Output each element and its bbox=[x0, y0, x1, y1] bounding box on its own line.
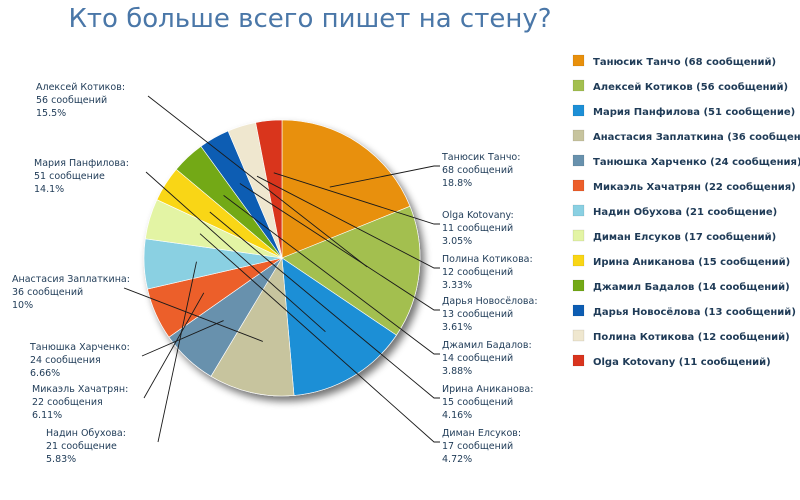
leader-lines bbox=[123, 95, 440, 443]
legend-entry: Анастасия Заплаткина (36 сообщений) bbox=[593, 131, 800, 143]
slice-label-percent: 3.05% bbox=[442, 236, 472, 247]
pie-slice bbox=[255, 119, 283, 259]
legend-entry: Джамил Бадалов (14 сообщений) bbox=[593, 281, 790, 293]
slice-label-count: 14 сообщений bbox=[442, 353, 513, 364]
legend-swatch bbox=[572, 129, 585, 142]
legend-entry: Танюшка Харченко (24 сообщения) bbox=[593, 156, 800, 168]
slice-label-percent: 6.11% bbox=[32, 410, 62, 421]
leader-line bbox=[141, 320, 224, 357]
legend-entry: Мария Панфилова (51 сообщение) bbox=[593, 106, 795, 118]
slice-label-name: Микаэль Хачатрян: bbox=[32, 384, 128, 395]
leader-line bbox=[199, 233, 440, 443]
slice-label-percent: 4.72% bbox=[442, 454, 472, 465]
slice-label-name: Мария Панфилова: bbox=[34, 158, 129, 169]
slice-label-percent: 4.16% bbox=[442, 410, 472, 421]
pie-slice bbox=[281, 205, 421, 336]
slice-label-name: Танюшка Харченко: bbox=[29, 342, 130, 353]
slice-label-count: 17 сообщений bbox=[442, 441, 513, 452]
leader-line bbox=[256, 175, 440, 269]
legend-swatch bbox=[572, 229, 585, 242]
leader-line bbox=[145, 171, 326, 333]
pie-slice bbox=[281, 257, 397, 396]
slice-label-count: 15 сообщений bbox=[442, 397, 513, 408]
slice-label-percent: 14.1% bbox=[34, 184, 64, 195]
legend-entry: Надин Обухова (21 сообщение) bbox=[593, 206, 777, 218]
legend-entry: Полина Котикова (12 сообщений) bbox=[593, 331, 790, 343]
slice-label-percent: 6.66% bbox=[30, 368, 60, 379]
leader-line bbox=[143, 292, 205, 399]
legend-swatch bbox=[572, 104, 585, 117]
legend-swatch bbox=[572, 179, 585, 192]
slice-label-percent: 10% bbox=[12, 300, 33, 311]
slice-label-percent: 5.83% bbox=[46, 454, 76, 465]
slice-label-count: 51 сообщение bbox=[34, 171, 105, 182]
leader-line bbox=[329, 165, 440, 188]
slice-label-name: Анастасия Заплаткина: bbox=[12, 274, 130, 285]
leader-line bbox=[273, 172, 440, 225]
slice-label-name: Надин Обухова: bbox=[46, 428, 126, 439]
slice-label-count: 11 сообщений bbox=[442, 223, 513, 234]
leader-line bbox=[123, 287, 263, 342]
pie-slice bbox=[210, 257, 295, 397]
leader-line bbox=[223, 195, 440, 355]
leader-line bbox=[157, 261, 197, 443]
pie-slice bbox=[281, 119, 411, 259]
legend-entry: Дарья Новосёлова (13 сообщений) bbox=[593, 306, 796, 318]
legend-swatch bbox=[572, 329, 585, 342]
leader-line bbox=[239, 183, 440, 311]
legend-entry: Ирина Аниканова (15 сообщений) bbox=[593, 256, 790, 268]
pie-slices bbox=[143, 119, 421, 397]
leader-line bbox=[147, 95, 368, 268]
legend: Танюсик Танчо (68 сообщений) Алексей Коти… bbox=[572, 54, 800, 368]
slice-label-count: 21 сообщение bbox=[46, 441, 117, 452]
legend-swatch bbox=[572, 79, 585, 92]
legend-entry: Танюсик Танчо (68 сообщений) bbox=[593, 56, 776, 68]
chart-title: Кто больше всего пишет на стену? bbox=[68, 4, 552, 34]
slice-label-count: 22 сообщения bbox=[32, 397, 103, 408]
slice-label-name: Танюсик Танчо: bbox=[441, 152, 520, 163]
legend-swatch bbox=[572, 204, 585, 217]
slice-label-count: 13 сообщений bbox=[442, 309, 513, 320]
slice-label-name: Дарья Новосёлова: bbox=[442, 296, 538, 307]
slice-label-name: Джамил Бадалов: bbox=[442, 340, 532, 351]
slice-label-count: 12 сообщений bbox=[442, 267, 513, 278]
legend-swatch bbox=[572, 279, 585, 292]
slice-label-percent: 3.61% bbox=[442, 322, 472, 333]
slice-label-name: Olga Kotovany: bbox=[442, 210, 514, 221]
slice-label-count: 24 сообщения bbox=[30, 355, 101, 366]
slice-label-name: Ирина Аниканова: bbox=[442, 384, 533, 395]
slice-labels: Танюсик Танчо: 68 сообщений 18.8% Алексей К… bbox=[12, 82, 538, 465]
slice-label-name: Алексей Котиков: bbox=[36, 82, 125, 93]
slice-label-percent: 15.5% bbox=[36, 108, 66, 119]
slice-label-percent: 3.33% bbox=[442, 280, 472, 291]
slice-label-count: 36 сообщений bbox=[12, 287, 83, 298]
legend-entry: Диман Елсуков (17 сообщений) bbox=[593, 231, 776, 243]
legend-swatch bbox=[572, 354, 585, 367]
slice-label-count: 56 сообщений bbox=[36, 95, 107, 106]
slice-label-name: Диман Елсуков: bbox=[442, 428, 521, 439]
legend-swatch bbox=[572, 154, 585, 167]
slice-label-percent: 3.88% bbox=[442, 366, 472, 377]
legend-entry: Алексей Котиков (56 сообщений) bbox=[593, 81, 788, 93]
leader-line bbox=[209, 211, 440, 399]
slice-label-name: Полина Котикова: bbox=[442, 254, 533, 265]
legend-swatch bbox=[572, 54, 585, 67]
legend-swatch bbox=[572, 304, 585, 317]
legend-entry: Olga Kotovany (11 сообщений) bbox=[593, 356, 771, 368]
slice-label-count: 68 сообщений bbox=[442, 165, 513, 176]
legend-swatch bbox=[572, 254, 585, 267]
legend-entry: Микаэль Хачатрян (22 сообщения) bbox=[593, 181, 796, 193]
slice-label-percent: 18.8% bbox=[442, 178, 472, 189]
